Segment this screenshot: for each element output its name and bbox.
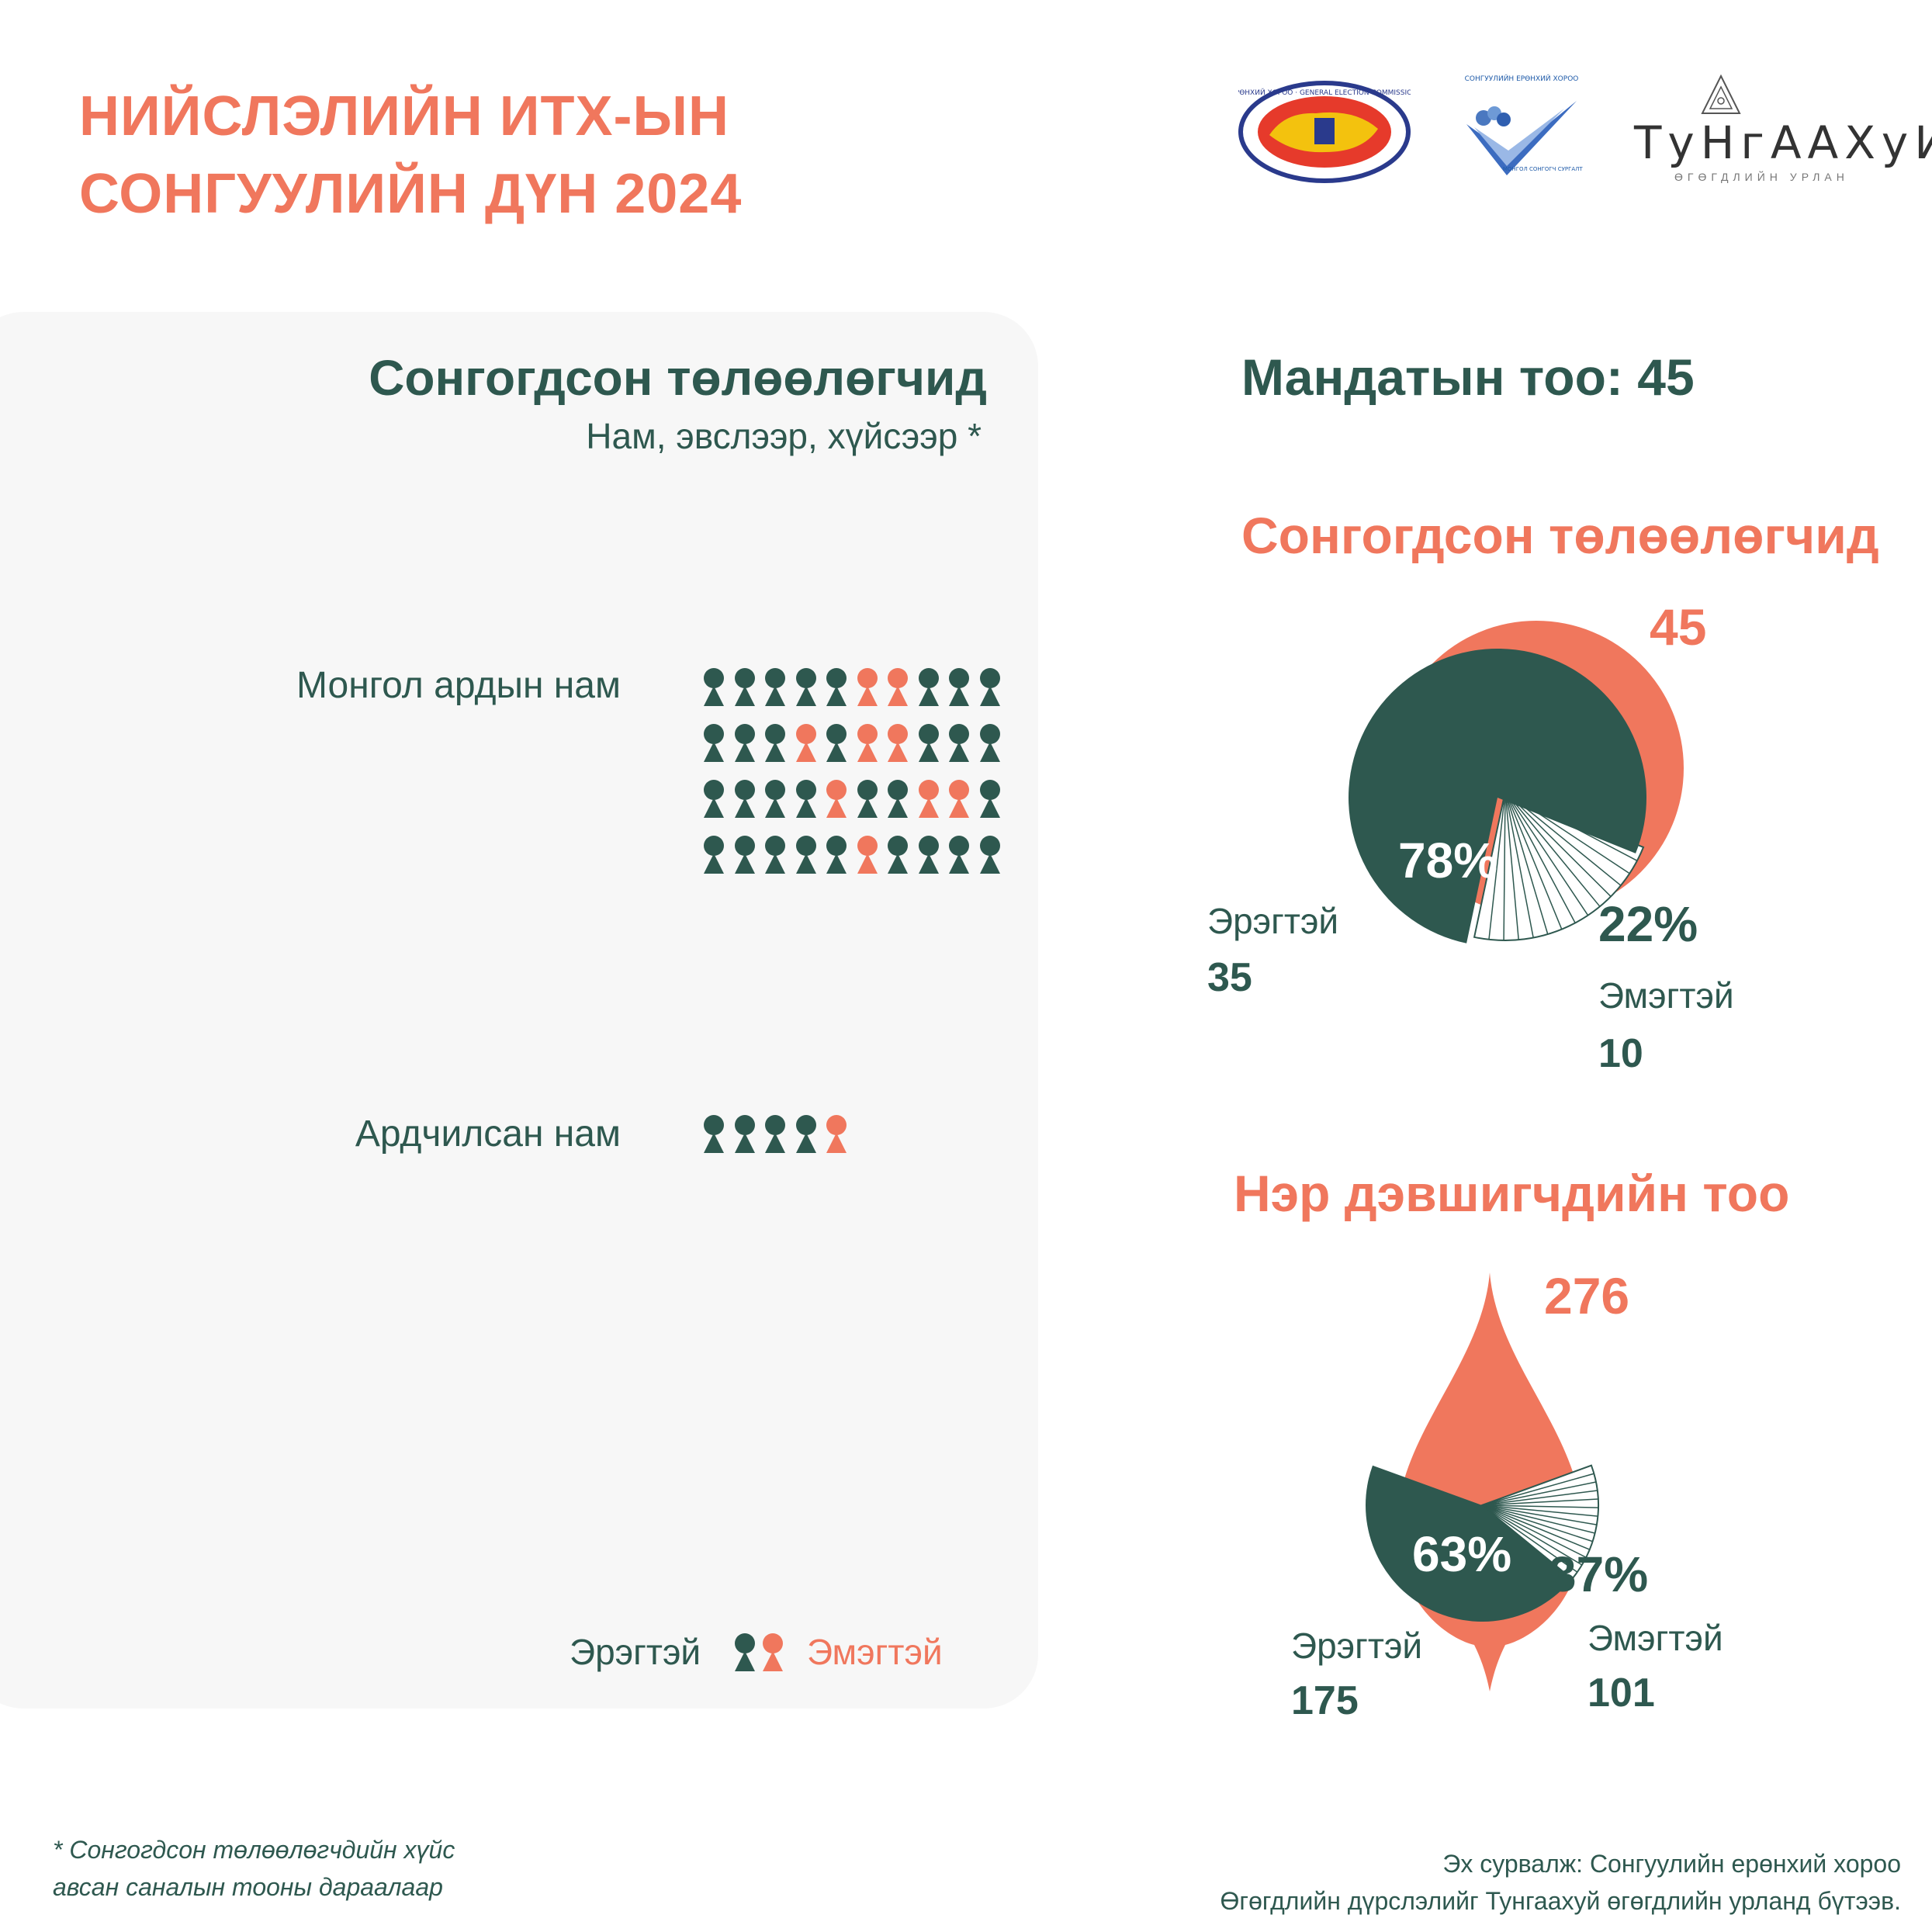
mpp-male-person-icon (734, 780, 755, 818)
mpp-female-person-icon (857, 836, 878, 874)
legend-female-label: Эмэгтэй (807, 1632, 943, 1672)
mpp-male-person-icon (979, 668, 1000, 706)
mpp-female-person-icon (918, 780, 939, 818)
elected-female-count: 10 (1598, 1031, 1643, 1076)
candidates-male-count: 175 (1291, 1678, 1359, 1723)
dp-male-person-icon (795, 1115, 816, 1153)
mpp-male-person-icon (734, 836, 755, 874)
mpp-male-person-icon (826, 724, 847, 762)
tungaahui-symbol-icon (1701, 74, 1741, 114)
mpp-female-person-icon (888, 668, 908, 706)
mpp-male-person-icon (949, 836, 969, 874)
candidates-male-slice (1366, 1465, 1573, 1622)
elected-female-label: Эмэгтэй (1598, 975, 1734, 1016)
elected-chart-title: Сонгогдсон төлөөлөгчид (1241, 507, 1879, 564)
dp-male-person-icon (704, 1115, 724, 1153)
mpp-male-person-icon (949, 724, 969, 762)
mpp-male-person-icon (979, 724, 1000, 762)
gec-seal-text: СОНГУУЛИЙН ЕРӨНХИЙ ХОРОО · GENERAL ELECT… (1238, 88, 1411, 97)
tungaahui-logo-subtitle: ӨГӨГДЛИЙН УРЛАН (1674, 171, 1849, 183)
mpp-male-person-icon (704, 836, 724, 874)
page-title-line2: СОНГУУЛИЙН ДҮН 2024 (79, 163, 743, 225)
tungaahui-logo-text: ТуНгААХуИ (1634, 116, 1932, 169)
elected-male-percent: 78% (1398, 833, 1498, 888)
dp-male-person-icon (765, 1115, 785, 1153)
mpp-male-person-icon (888, 780, 908, 818)
mpp-male-person-icon (795, 836, 816, 874)
gec-seal-logo: СОНГУУЛИЙН ЕРӨНХИЙ ХОРОО · GENERAL ELECT… (1238, 81, 1411, 183)
dp-female-person-icon (826, 1115, 847, 1153)
mpp-female-person-icon (949, 780, 969, 818)
mpp-female-person-icon (795, 724, 816, 762)
source-note: Эх сурвалж: Сонгуулийн ерөнхий хороо Өгө… (1220, 1845, 1901, 1920)
mpp-male-person-icon (918, 724, 939, 762)
elected-male-count: 35 (1207, 955, 1252, 1000)
legend-male-icon (735, 1633, 755, 1671)
party-label-dp: Ардчилсан нам (355, 1113, 621, 1155)
candidates-male-percent: 63% (1412, 1526, 1512, 1582)
mpp-female-person-icon (857, 668, 878, 706)
mpp-male-person-icon (765, 668, 785, 706)
mpp-male-person-icon (704, 724, 724, 762)
mpp-male-person-icon (918, 668, 939, 706)
candidates-gender-chart (1366, 1272, 1599, 1691)
legend-male-label: Эрэгтэй (570, 1632, 701, 1672)
voter-education-logo: СОНГУУЛИЙН ЕРӨНХИЙ ХОРОО МОНГОЛ СОНГОГЧ … (1465, 74, 1583, 175)
spacer (1693, 70, 1710, 71)
candidates-female-count: 101 (1587, 1671, 1655, 1716)
elected-total: 45 (1650, 598, 1707, 656)
page-title: НИЙСЛЭЛИЙН ИТХ-ЫН СОНГУУЛИЙН ДҮН 2024 (79, 78, 742, 233)
dp-male-person-icon (734, 1115, 755, 1153)
elected-male-slice (1349, 649, 1646, 943)
mpp-male-person-icon (888, 836, 908, 874)
elected-representatives-panel (0, 312, 1038, 1709)
mpp-male-person-icon (765, 780, 785, 818)
mpp-male-person-icon (734, 724, 755, 762)
mpp-female-person-icon (826, 780, 847, 818)
voter-education-logo-bottom: МОНГОЛ СОНГОГЧ СУРГАЛТЫН (1503, 166, 1583, 172)
mpp-male-person-icon (765, 836, 785, 874)
mpp-male-person-icon (795, 780, 816, 818)
mpp-male-person-icon (826, 668, 847, 706)
mpp-male-person-icon (979, 836, 1000, 874)
mpp-male-person-icon (949, 668, 969, 706)
candidates-chart-title: Нэр дэвшигчдийн тоо (1234, 1165, 1790, 1222)
mpp-male-person-icon (826, 836, 847, 874)
elected-male-label: Эрэгтэй (1207, 901, 1339, 941)
mpp-male-person-icon (704, 668, 724, 706)
mpp-male-person-icon (918, 836, 939, 874)
source-line2: Өгөгдлийн дүрслэлийг Тунгаахуй өгөгдлийн… (1220, 1887, 1901, 1915)
legend-female-icon (763, 1633, 783, 1671)
page-title-line1: НИЙСЛЭЛИЙН ИТХ-ЫН (79, 85, 729, 147)
footnote: * Сонгогдсон төлөөлөгчдийн хүйс авсан са… (53, 1831, 455, 1906)
elected-female-percent: 22% (1598, 896, 1698, 952)
source-line1: Эх сурвалж: Сонгуулийн ерөнхий хороо (1442, 1850, 1901, 1878)
footnote-line2: авсан саналын тооны дараалаар (53, 1873, 443, 1901)
mpp-female-person-icon (888, 724, 908, 762)
candidates-male-label: Эрэгтэй (1291, 1626, 1423, 1666)
elected-gender-pie (1349, 621, 1684, 943)
mpp-male-person-icon (857, 780, 878, 818)
candidates-female-percent: 37% (1549, 1546, 1649, 1602)
mpp-male-person-icon (979, 780, 1000, 818)
voter-education-logo-top: СОНГУУЛИЙН ЕРӨНХИЙ ХОРОО (1465, 74, 1579, 83)
candidates-total: 276 (1544, 1267, 1630, 1324)
mpp-male-person-icon (765, 724, 785, 762)
panel-heading: Сонгогдсон төлөөлөгчид (369, 350, 987, 406)
mpp-female-person-icon (857, 724, 878, 762)
footnote-line1: * Сонгогдсон төлөөлөгчдийн хүйс (53, 1836, 455, 1864)
mpp-male-person-icon (734, 668, 755, 706)
candidates-female-label: Эмэгтэй (1587, 1618, 1723, 1658)
mpp-male-person-icon (795, 668, 816, 706)
party-label-mpp: Монгол ардын нам (296, 665, 621, 706)
panel-subheading: Нам, эвслээр, хүйсээр * (586, 416, 982, 456)
mandate-count: Мандатын тоо: 45 (1241, 348, 1695, 406)
mpp-male-person-icon (704, 780, 724, 818)
